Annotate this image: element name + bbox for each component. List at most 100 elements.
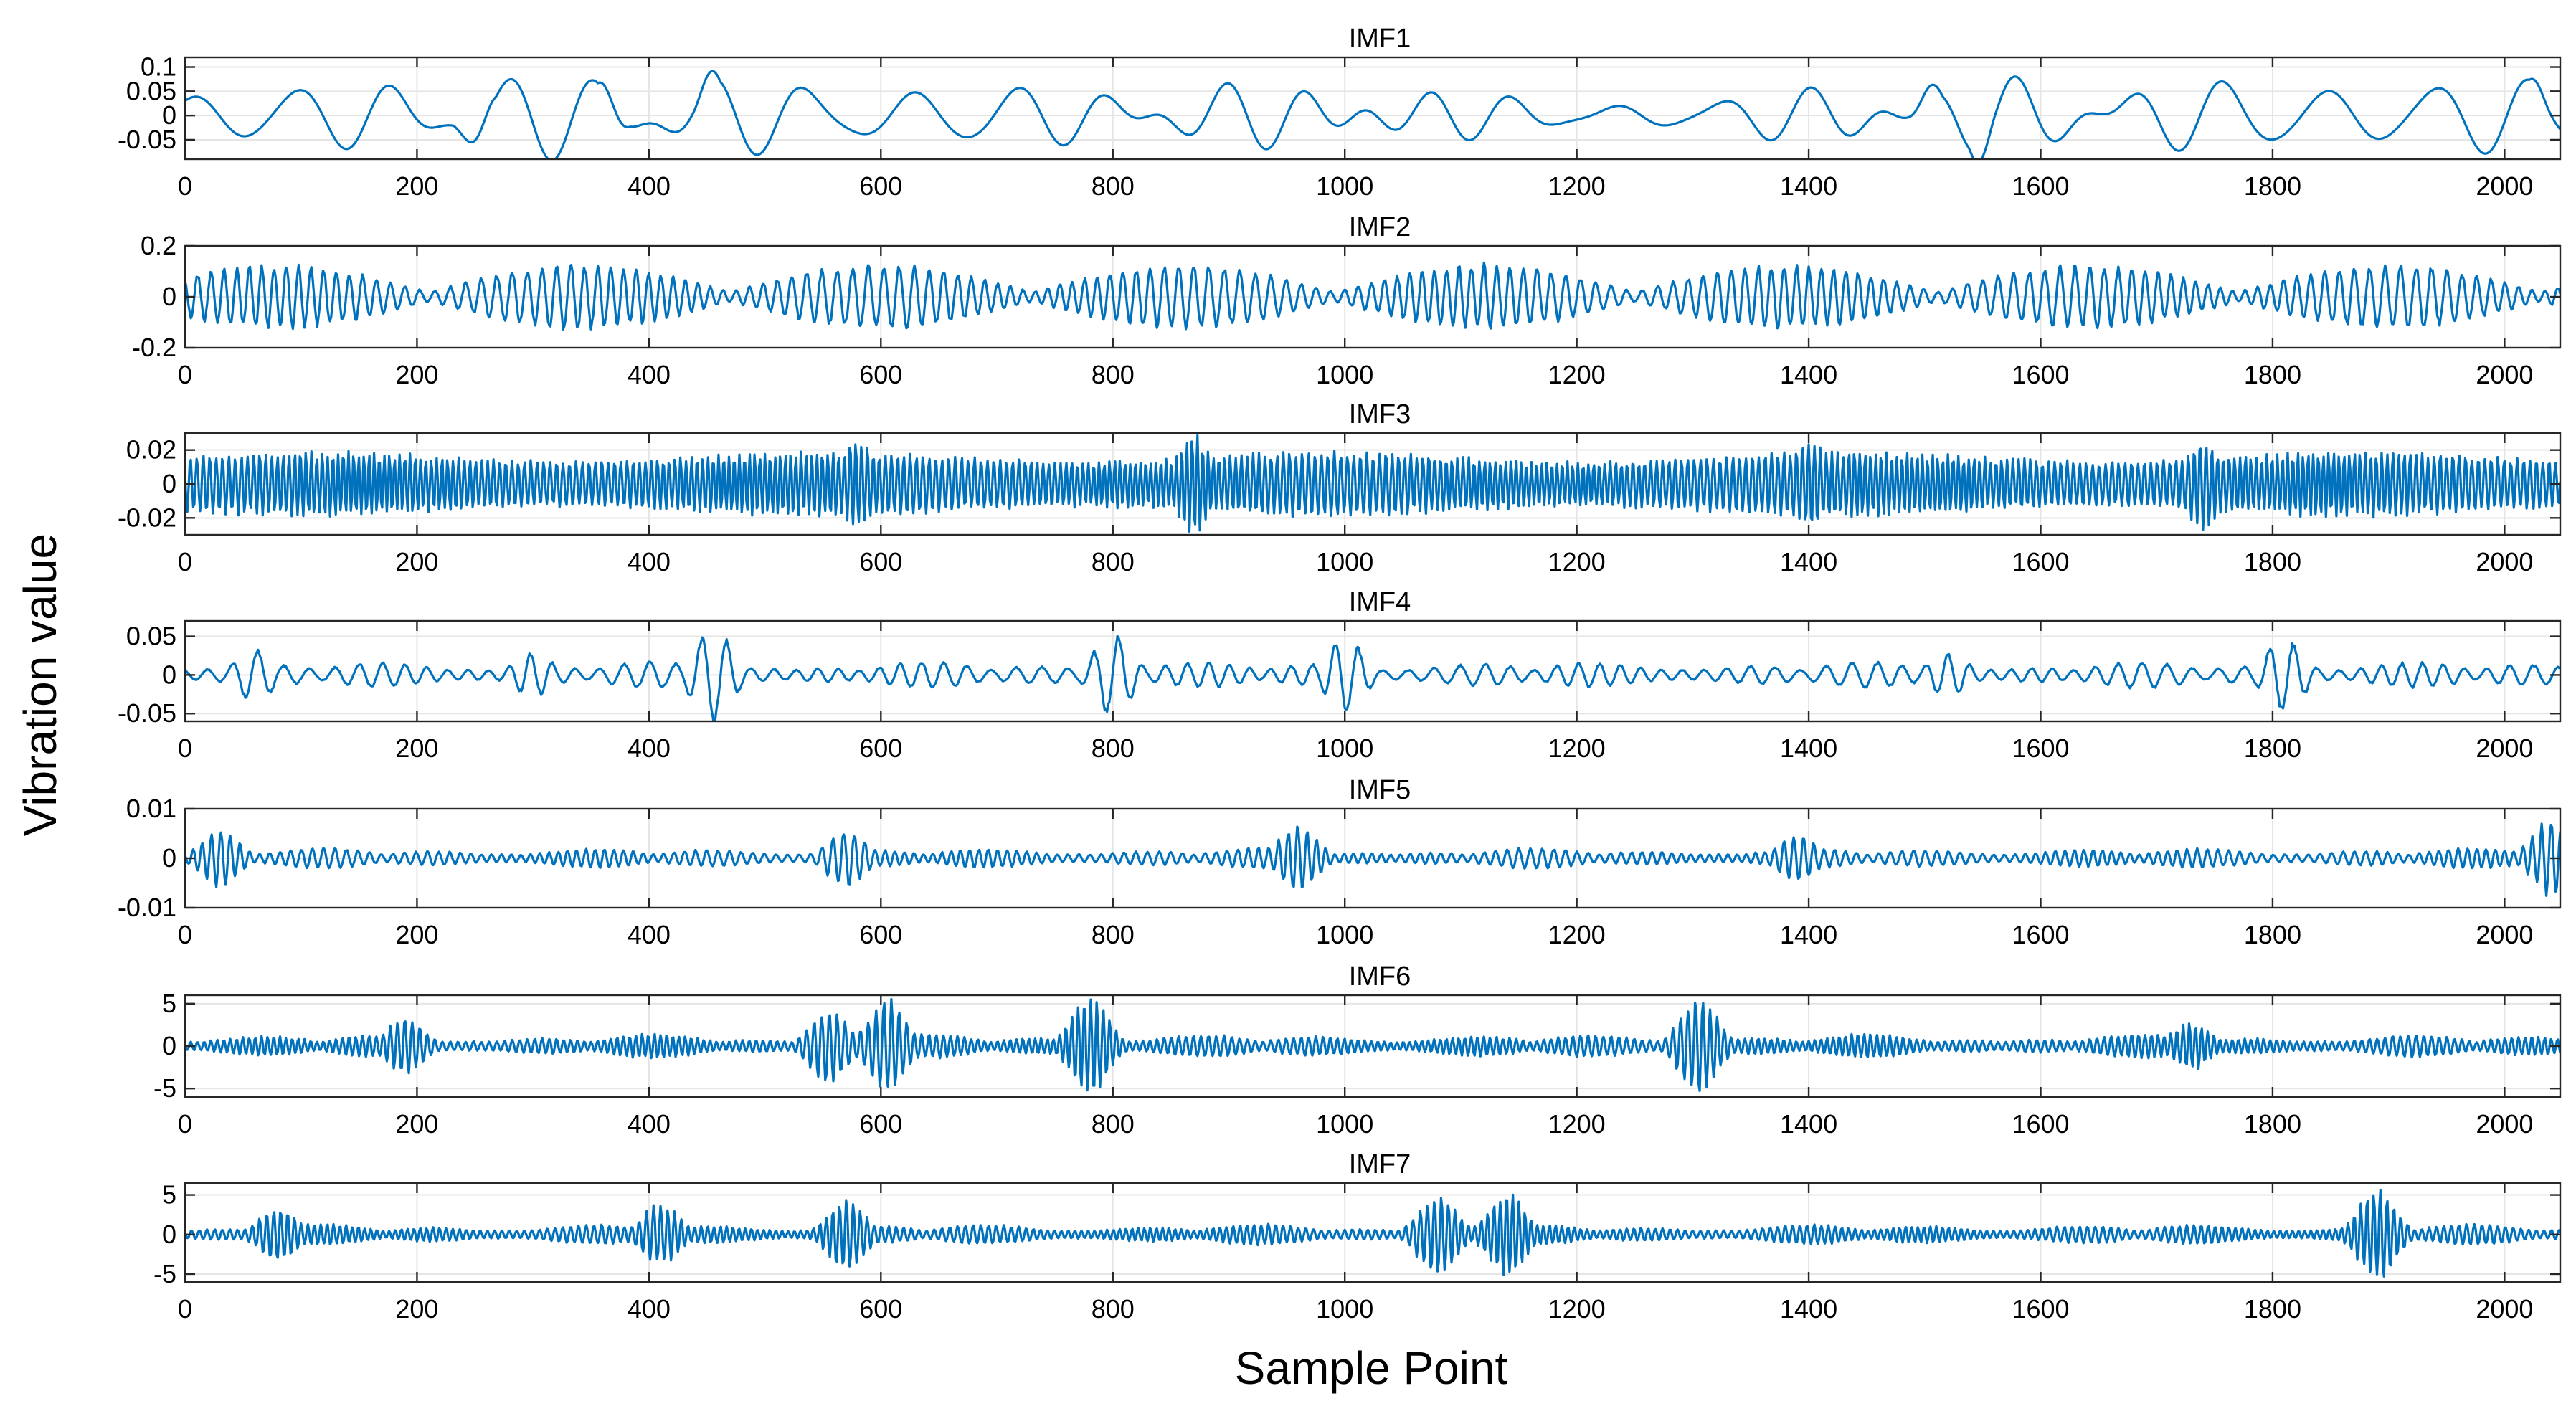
x-tick-label: 1800: [2244, 360, 2301, 389]
y-tick-label: 0: [162, 1031, 176, 1060]
x-tick-label: 2000: [2476, 1109, 2533, 1139]
x-tick-label: 1200: [1548, 920, 1606, 949]
x-tick-label: 600: [859, 733, 902, 763]
imf5-title: IMF5: [1349, 775, 1411, 805]
x-tick-label: 200: [395, 1109, 438, 1139]
x-tick-label: 200: [395, 547, 438, 576]
x-tick-label: 0: [178, 920, 192, 949]
imf6-title: IMF6: [1349, 961, 1411, 992]
y-tick-label: 0: [162, 282, 176, 311]
x-tick-label: 1000: [1316, 1109, 1373, 1139]
panel-imf1: 0 200 400 600 800 1000 1200 1400 1600 1800 2000 -0.…: [118, 24, 2562, 201]
x-tick-label: 400: [628, 920, 671, 949]
x-tick-label: 1800: [2244, 171, 2301, 201]
x-tick-label: 2000: [2476, 920, 2533, 949]
imf1-series-line: [185, 70, 2560, 159]
x-tick-label: 2000: [2476, 171, 2533, 201]
y-tick-label: 0.2: [141, 231, 176, 260]
x-tick-label: 400: [628, 1109, 671, 1139]
panel-imf5: 0 200 400 600 800 1000 1200 1400 1600 1800 2000 -0.…: [118, 775, 2562, 949]
y-axis-label: Vibration value: [14, 533, 66, 836]
x-tick-label: 800: [1092, 733, 1135, 763]
imf4-axes-box: [184, 619, 2562, 723]
imf4-title: IMF4: [1349, 587, 1411, 617]
x-tick-label: 1400: [1780, 547, 1837, 576]
imf6-series-line: [185, 997, 2560, 1092]
x-tick-label: 800: [1092, 547, 1135, 576]
x-tick-label: 1400: [1780, 733, 1837, 763]
panels-group: 0 200 400 600 800 1000 1200 1400 1600 1800 2000-0.…: [118, 24, 2562, 1324]
x-tick-label: 400: [628, 547, 671, 576]
y-tick-label: 0: [162, 660, 176, 689]
x-tick-label: 1000: [1316, 733, 1373, 763]
x-tick-label: 1200: [1548, 1109, 1606, 1139]
imf2-title: IMF2: [1349, 212, 1411, 242]
x-tick-label: 200: [395, 920, 438, 949]
x-tick-label: 0: [178, 733, 192, 763]
x-tick-label: 1000: [1316, 547, 1373, 576]
x-tick-label: 1600: [2012, 547, 2069, 576]
x-tick-label: 1800: [2244, 1109, 2301, 1139]
x-tick-label: 800: [1092, 171, 1135, 201]
x-tick-label: 1200: [1548, 1294, 1606, 1324]
y-tick-label: 0.01: [126, 794, 176, 823]
imf3-title: IMF3: [1349, 399, 1411, 429]
imf5-series-line: [185, 822, 2560, 897]
x-tick-label: 1200: [1548, 360, 1606, 389]
y-tick-label: 0: [162, 1220, 176, 1249]
panel-imf2: 0 200 400 600 800 1000 1200 1400 1600 1800 2000 -0.…: [132, 212, 2562, 389]
x-tick-label: 1200: [1548, 171, 1606, 201]
imf7-series-line: [185, 1188, 2560, 1278]
y-tick-label: 0: [162, 100, 176, 130]
y-tick-label: 0.05: [126, 622, 176, 651]
x-axis-label: Sample Point: [1235, 1342, 1508, 1394]
x-tick-label: 0: [178, 1294, 192, 1324]
x-tick-label: 1800: [2244, 1294, 2301, 1324]
x-tick-label: 400: [628, 171, 671, 201]
x-tick-label: 600: [859, 920, 902, 949]
x-tick-label: 400: [628, 733, 671, 763]
x-tick-label: 600: [859, 171, 902, 201]
x-tick-label: 1800: [2244, 547, 2301, 576]
imf7-title: IMF7: [1349, 1149, 1411, 1179]
imf7-axes-box: [184, 1182, 2562, 1283]
x-tick-label: 1400: [1780, 1109, 1837, 1139]
panel-imf4: 0 200 400 600 800 1000 1200 1400 1600 1800 2000 -0.…: [118, 587, 2562, 763]
x-tick-label: 0: [178, 171, 192, 201]
x-tick-label: 400: [628, 1294, 671, 1324]
y-tick-label: -0.02: [118, 503, 176, 532]
x-tick-label: 2000: [2476, 733, 2533, 763]
x-tick-label: 1800: [2244, 920, 2301, 949]
y-tick-label: 5: [162, 989, 176, 1018]
x-tick-label: 200: [395, 733, 438, 763]
x-tick-label: 600: [859, 1294, 902, 1324]
y-tick-label: -5: [153, 1073, 176, 1103]
y-tick-label: -0.05: [118, 698, 176, 728]
x-tick-label: 400: [628, 360, 671, 389]
x-tick-label: 2000: [2476, 1294, 2533, 1324]
x-tick-label: 600: [859, 360, 902, 389]
imf3-series-line: [185, 434, 2560, 533]
y-tick-label: -5: [153, 1259, 176, 1288]
x-tick-label: 1600: [2012, 1109, 2069, 1139]
x-tick-label: 800: [1092, 1109, 1135, 1139]
x-tick-label: 800: [1092, 1294, 1135, 1324]
y-tick-label: 0.02: [126, 435, 176, 465]
y-tick-label: -0.2: [132, 333, 176, 362]
y-tick-label: -0.01: [118, 893, 176, 922]
y-tick-label: 0.1: [141, 52, 176, 82]
x-tick-label: 1600: [2012, 360, 2069, 389]
x-tick-label: 1000: [1316, 171, 1373, 201]
x-tick-label: 1400: [1780, 171, 1837, 201]
x-tick-label: 1000: [1316, 920, 1373, 949]
imf4-series-line: [185, 635, 2560, 721]
x-tick-label: 600: [859, 1109, 902, 1139]
x-tick-label: 1600: [2012, 920, 2069, 949]
x-tick-label: 1000: [1316, 360, 1373, 389]
x-tick-label: 1200: [1548, 733, 1606, 763]
panel-imf6: 0 200 400 600 800 1000 1200 1400 1600 1800 2000-50…: [153, 961, 2562, 1139]
x-tick-label: 2000: [2476, 360, 2533, 389]
x-tick-label: 200: [395, 1294, 438, 1324]
y-tick-label: -0.05: [118, 125, 176, 154]
x-tick-label: 1200: [1548, 547, 1606, 576]
